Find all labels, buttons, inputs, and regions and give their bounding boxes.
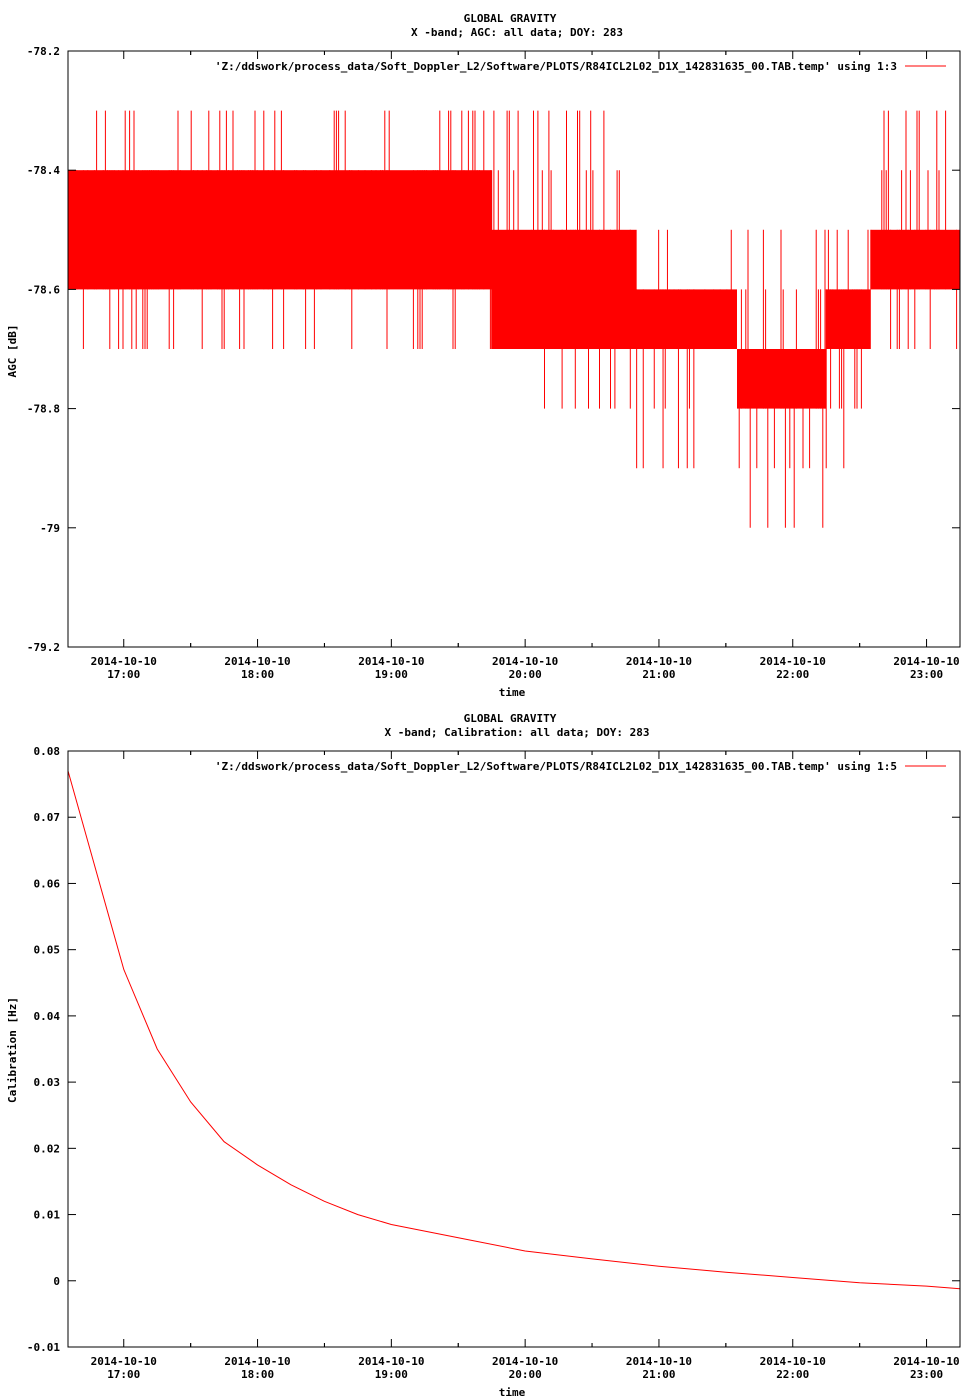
y-tick-label: -78.8 [27,403,60,416]
x-tick-time-label: 22:00 [776,1368,809,1381]
x-tick-time-label: 19:00 [375,1368,408,1381]
x-tick-date-label: 2014-10-10 [358,655,424,668]
calibration-legend-label: 'Z:/ddswork/process_data/Soft_Doppler_L2… [215,760,897,773]
agc-band-segment [826,289,871,349]
calibration-chart-subtitle: X -band; Calibration: all data; DOY: 283 [385,726,650,739]
calibration-series-line [67,770,961,1290]
y-tick-label: -79.2 [27,641,60,654]
y-tick-label: 0.03 [34,1076,61,1089]
agc-legend-label: 'Z:/ddswork/process_data/Soft_Doppler_L2… [215,60,897,73]
plot-frame [67,50,961,648]
agc-chart-title: GLOBAL GRAVITY [464,12,557,25]
calibration-x-axis-label: time [499,1386,526,1399]
x-tick-time-label: 20:00 [509,1368,542,1381]
x-tick-time-label: 18:00 [241,1368,274,1381]
x-tick-date-label: 2014-10-10 [893,655,959,668]
y-tick-label: 0.05 [34,944,61,957]
x-tick-date-label: 2014-10-10 [492,1355,558,1368]
agc-band-segment [636,289,737,349]
agc-band-segment [870,229,960,290]
x-tick-date-label: 2014-10-10 [760,1355,826,1368]
agc-chart-subtitle: X -band; AGC: all data; DOY: 283 [411,26,623,39]
x-tick-date-label: 2014-10-10 [91,1355,157,1368]
y-tick-label: 0.08 [34,745,61,758]
x-tick-time-label: 20:00 [509,668,542,681]
y-tick-label: 0 [53,1275,60,1288]
y-tick-label: -78.6 [27,283,60,296]
y-tick-label: 0.01 [34,1209,61,1222]
agc-band-segment [491,229,637,349]
x-tick-date-label: 2014-10-10 [358,1355,424,1368]
y-tick-label: 0.04 [34,1010,61,1023]
x-tick-time-label: 23:00 [910,668,943,681]
x-tick-date-label: 2014-10-10 [492,655,558,668]
x-tick-date-label: 2014-10-10 [626,1355,692,1368]
agc-chart-panel: GLOBAL GRAVITY X -band; AGC: all data; D… [6,12,961,699]
x-tick-date-label: 2014-10-10 [760,655,826,668]
y-tick-label: 0.02 [34,1142,61,1155]
agc-x-axis-label: time [499,686,526,699]
agc-y-axis-label: AGC [dB] [6,325,19,378]
calibration-chart-panel: GLOBAL GRAVITY X -band; Calibration: all… [6,712,961,1399]
x-tick-time-label: 18:00 [241,668,274,681]
calibration-y-axis-label: Calibration [Hz] [6,997,19,1103]
y-tick-label: 0.06 [34,877,61,890]
agc-band-segment [68,170,492,290]
y-tick-label: -79 [40,522,60,535]
x-tick-date-label: 2014-10-10 [224,1355,290,1368]
x-tick-time-label: 21:00 [642,1368,675,1381]
x-tick-time-label: 17:00 [107,668,140,681]
x-tick-date-label: 2014-10-10 [893,1355,959,1368]
y-tick-label: 0.07 [34,811,61,824]
y-tick-label: -78.4 [27,164,60,177]
x-tick-date-label: 2014-10-10 [224,655,290,668]
y-tick-label: -0.01 [27,1341,60,1354]
calibration-chart-title: GLOBAL GRAVITY [464,712,557,725]
x-tick-time-label: 23:00 [910,1368,943,1381]
plot-frame [67,750,961,1348]
y-tick-label: -78.2 [27,45,60,58]
x-tick-date-label: 2014-10-10 [91,655,157,668]
x-tick-time-label: 19:00 [375,668,408,681]
x-tick-time-label: 17:00 [107,1368,140,1381]
x-tick-time-label: 21:00 [642,668,675,681]
agc-band-segment [737,349,827,409]
x-tick-date-label: 2014-10-10 [626,655,692,668]
x-tick-time-label: 22:00 [776,668,809,681]
